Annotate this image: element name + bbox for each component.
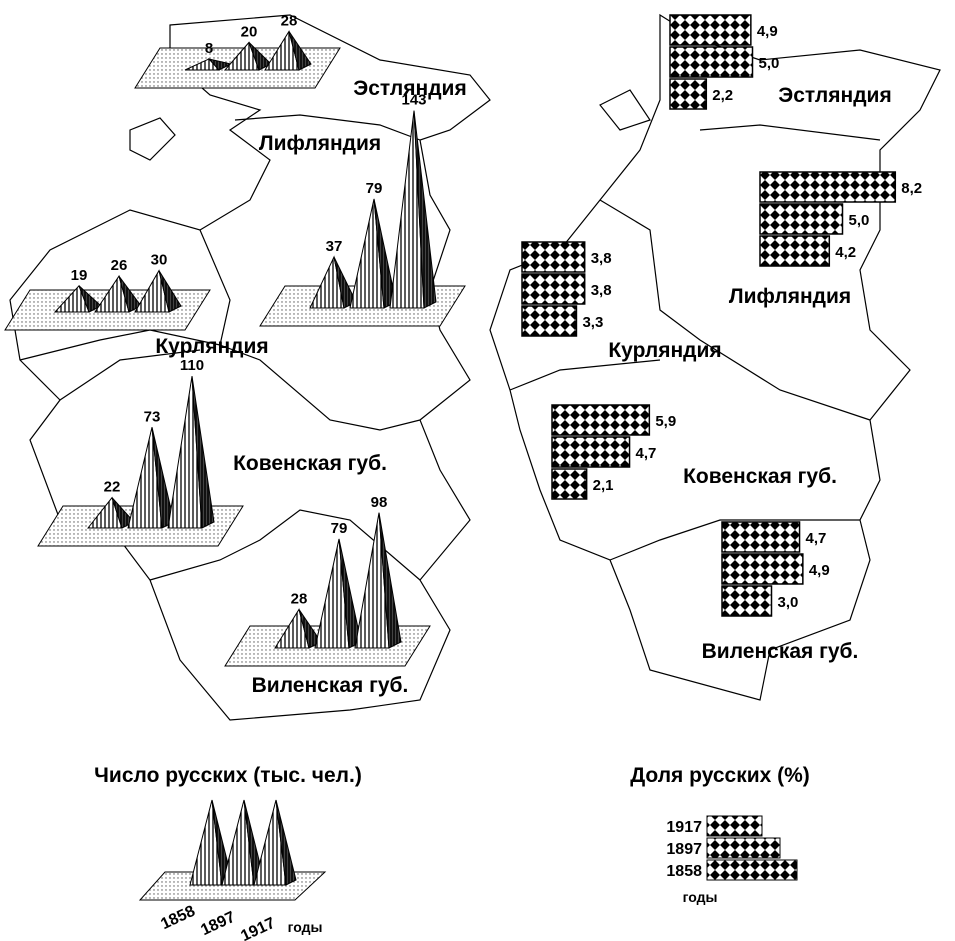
value-label: 20	[241, 23, 258, 40]
value-label: 3,8	[591, 250, 612, 267]
bar-legend-symbol	[706, 815, 798, 881]
legend-year: 1917	[666, 819, 702, 836]
value-label: 110	[180, 357, 204, 374]
pyramid-shade	[378, 512, 402, 649]
pyramid-shade	[288, 31, 312, 71]
bar	[551, 436, 631, 468]
pyramid-shade	[207, 58, 233, 71]
region-label: Эстляндия	[778, 84, 891, 107]
value-label: 3,0	[778, 594, 799, 611]
pyramid-shade	[158, 270, 182, 313]
bar	[521, 241, 586, 273]
region-label: Ковенская губ.	[233, 452, 387, 475]
bar	[721, 521, 801, 553]
value-label: 19	[71, 267, 88, 284]
region-label: Курляндия	[155, 335, 268, 358]
value-label: 3,3	[582, 314, 603, 331]
pyramid-shade	[413, 110, 437, 309]
region-label: Лифляндия	[259, 132, 381, 155]
bar	[669, 46, 754, 78]
pyramid-title: Число русских (тыс. чел.)	[94, 764, 362, 787]
value-label: 73	[144, 408, 161, 425]
value-label: 5,9	[655, 413, 676, 430]
value-label: 5,0	[849, 212, 870, 229]
value-label: 4,9	[809, 562, 830, 579]
bar	[759, 235, 831, 267]
value-label: 37	[326, 238, 343, 255]
value-label: 4,2	[835, 244, 856, 261]
value-label: 143	[401, 92, 426, 109]
bar	[721, 553, 804, 585]
bar	[669, 14, 752, 46]
value-label: 98	[371, 494, 388, 511]
value-label: 28	[281, 12, 298, 29]
value-label: 8,2	[901, 180, 922, 197]
region-label: Ковенская губ.	[683, 465, 837, 488]
legend-unit: годы	[288, 919, 323, 935]
value-label: 8	[205, 40, 213, 57]
value-label: 26	[111, 257, 128, 274]
legend-year: 1858	[666, 863, 702, 880]
value-label: 79	[366, 180, 383, 197]
region-label: Виленская губ.	[702, 640, 859, 663]
value-label: 4,7	[636, 445, 657, 462]
value-label: 4,7	[806, 530, 827, 547]
region-label: Лифляндия	[729, 285, 851, 308]
pyramid-shade	[298, 609, 322, 649]
legend-year: 1858	[158, 903, 198, 933]
legend-year: 1897	[666, 841, 702, 858]
region-label: Курляндия	[608, 339, 721, 362]
pyramid-shade	[78, 285, 102, 313]
bar	[669, 78, 708, 110]
bar	[721, 585, 773, 617]
value-label: 22	[104, 479, 121, 496]
legend-year: 1917	[238, 915, 278, 941]
bar	[759, 203, 844, 235]
value-label: 3,8	[591, 282, 612, 299]
value-label: 79	[331, 520, 348, 537]
bar	[551, 468, 588, 500]
pyramid-shade	[248, 42, 272, 71]
value-label: 28	[291, 590, 308, 607]
bar	[521, 305, 578, 337]
pyramid-shade	[111, 497, 135, 529]
value-label: 2,1	[593, 477, 614, 494]
region-label: Виленская губ.	[252, 674, 409, 697]
value-label: 4,9	[757, 23, 778, 40]
bar	[551, 404, 651, 436]
pyramid-legend-symbol	[138, 799, 327, 901]
pyramid-shade	[333, 256, 357, 309]
pyramid-shade	[338, 538, 362, 649]
region-label: Эстляндия	[353, 77, 466, 100]
legend-year: 1897	[198, 909, 238, 939]
value-label: 5,0	[759, 55, 780, 72]
bar	[759, 171, 897, 203]
bar-title: Доля русских (%)	[630, 764, 810, 787]
bar	[521, 273, 586, 305]
pyramid-shade	[191, 376, 215, 529]
value-label: 30	[151, 252, 168, 269]
map-outlines	[9, 13, 941, 721]
value-label: 2,2	[712, 87, 733, 104]
pyramid-shade	[118, 275, 142, 313]
legend-unit: годы	[683, 889, 718, 905]
